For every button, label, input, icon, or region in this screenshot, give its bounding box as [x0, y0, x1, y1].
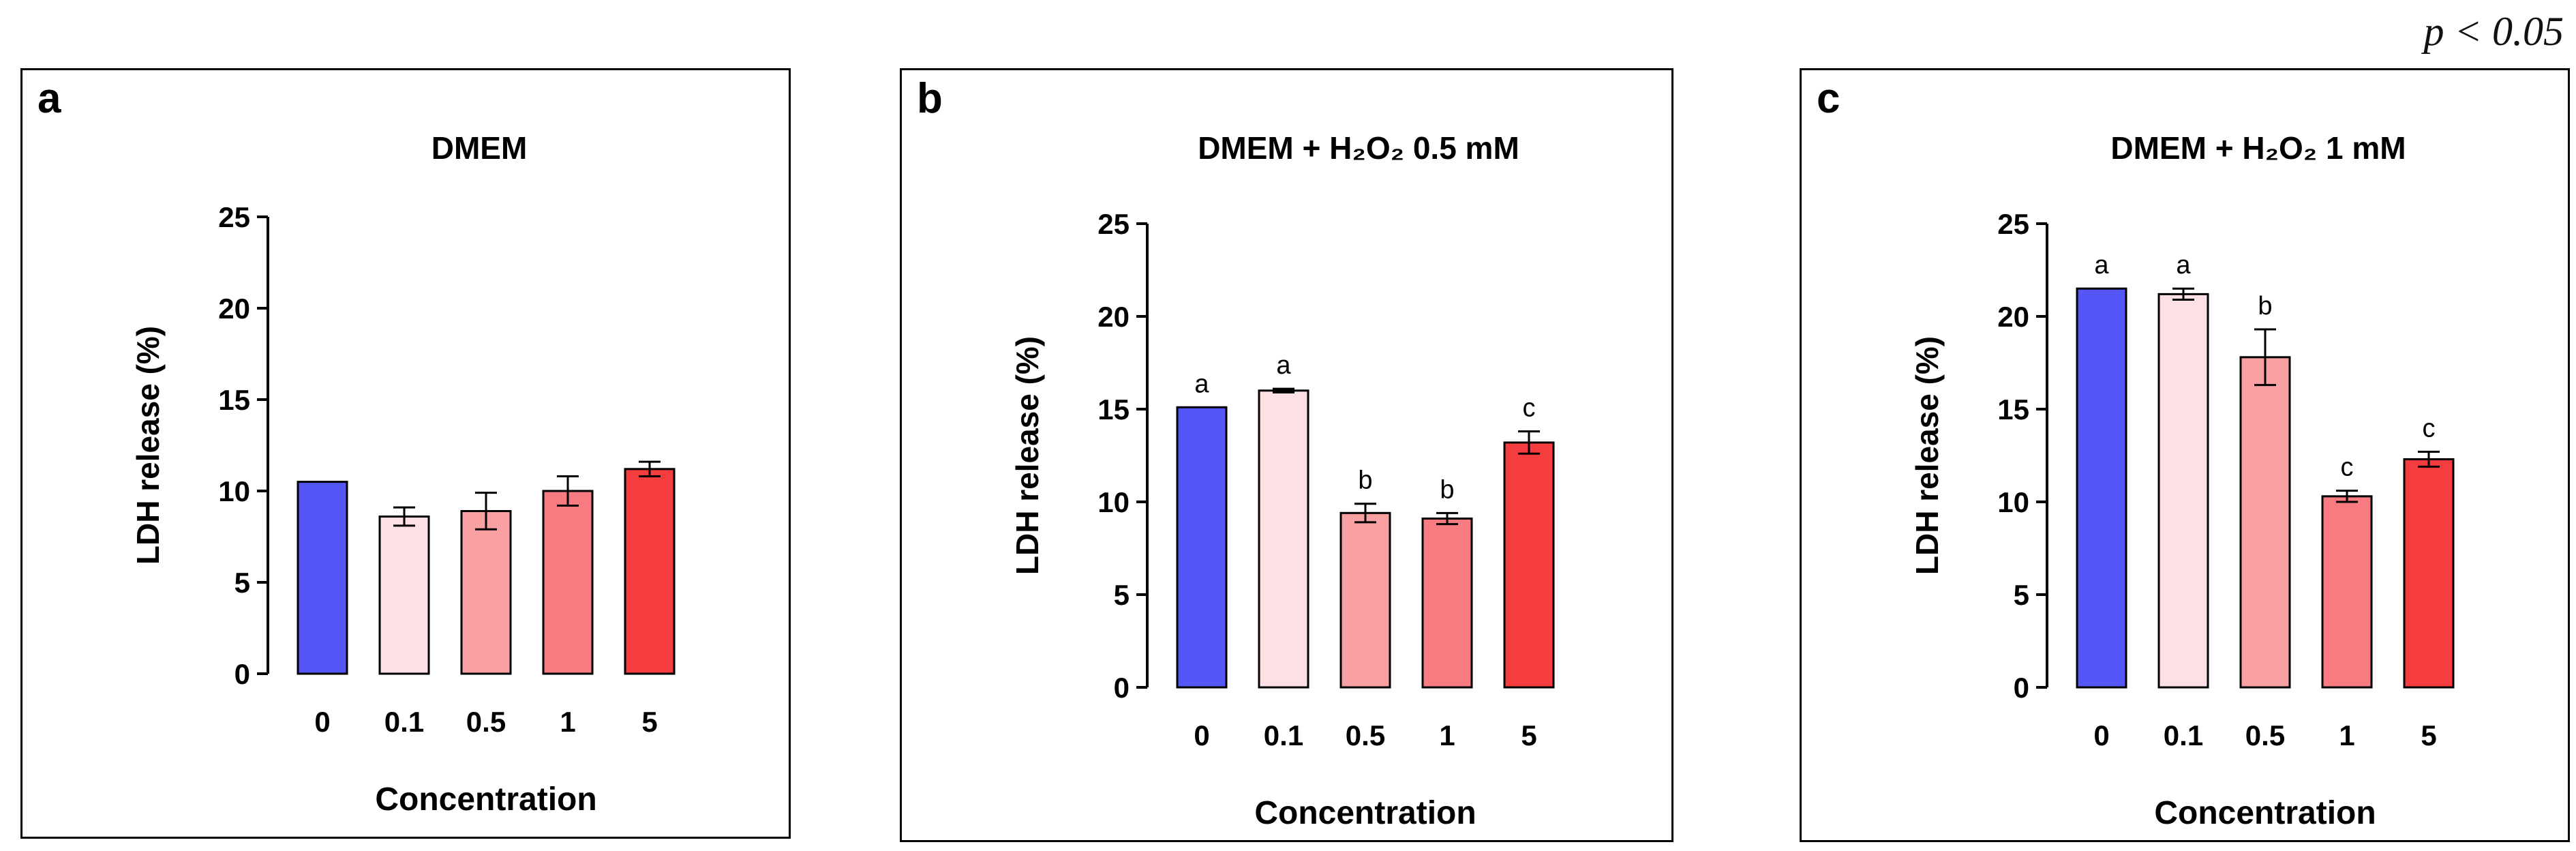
y-tick-label: 25 [218, 201, 250, 233]
bar [2157, 293, 2209, 689]
bar [2403, 458, 2455, 689]
bar [460, 509, 512, 675]
significance-note: p < 0.05 [2423, 9, 2564, 54]
bar [2321, 495, 2373, 689]
bar [297, 481, 348, 675]
significance-letter: b [1440, 475, 1454, 504]
x-tick-label: 1 [560, 706, 575, 738]
x-tick-label: 5 [1521, 719, 1536, 751]
significance-letter: b [1358, 466, 1372, 495]
significance-letter: c [1523, 394, 1536, 423]
y-tick-label: 0 [2014, 672, 2029, 704]
significance-letter: b [2258, 292, 2272, 320]
x-axis-label: Concentration [1254, 795, 1476, 831]
chart-title: DMEM + H₂O₂ 1 mM [2110, 130, 2406, 166]
y-tick-label: 10 [1997, 486, 2029, 518]
x-tick-label: 0.1 [1264, 719, 1303, 751]
chart-panel-c: c DMEM + H₂O₂ 1 mM 0 5 10 15 20 25 LDH release … [1800, 68, 2570, 842]
y-axis-label: LDH release (%) [1010, 336, 1045, 575]
x-tick-label: 0 [1194, 719, 1209, 751]
y-tick-label: 20 [218, 293, 250, 325]
y-tick-label: 15 [1097, 393, 1130, 426]
x-tick-label: 1 [1439, 719, 1455, 751]
significance-letter: a [1276, 351, 1291, 380]
x-tick-label: 0.5 [466, 706, 506, 738]
y-tick-label: 5 [1114, 579, 1130, 611]
x-tick-label: 1 [2339, 719, 2354, 751]
y-tick-label: 0 [1114, 672, 1130, 704]
x-tick-label: 5 [2421, 719, 2436, 751]
y-tick-label: 10 [1097, 486, 1130, 518]
x-tick-label: 0 [314, 706, 330, 738]
y-tick-label: 20 [1097, 301, 1130, 333]
significance-letter: a [2094, 251, 2109, 280]
bar [542, 490, 594, 675]
significance-letter: a [1194, 370, 1209, 398]
y-axis-label: LDH release (%) [130, 326, 166, 565]
significance-letter: c [2423, 415, 2436, 443]
chart-panel-a: a DMEM 0 5 10 15 20 25 LDH release (%) 0 0.1 0.5 1 5… [20, 68, 791, 839]
x-tick-label: 0.5 [2245, 719, 2285, 751]
bar [378, 516, 430, 675]
panel-letter: c [1817, 75, 1840, 122]
x-tick-label: 5 [641, 706, 657, 738]
y-axis-label: LDH release (%) [1909, 336, 1945, 575]
y-tick-label: 20 [1997, 301, 2029, 333]
chart-title: DMEM [431, 130, 528, 166]
x-tick-label: 0.1 [384, 706, 424, 738]
bar [2239, 356, 2291, 689]
x-tick-label: 0.5 [1346, 719, 1385, 751]
bar [1176, 406, 1228, 689]
panel-letter: a [37, 75, 61, 122]
x-axis-label: Concentration [2154, 795, 2376, 831]
panel-letter: b [917, 75, 943, 122]
chart-title: DMEM + H₂O₂ 0.5 mM [1198, 130, 1519, 166]
y-tick-label: 5 [234, 567, 250, 599]
chart-panel-b: b DMEM + H₂O₂ 0.5 mM 0 5 10 15 20 25 LDH releas… [900, 68, 1673, 842]
bar [2076, 287, 2127, 689]
significance-letter: a [2176, 251, 2191, 280]
y-tick-label: 25 [1097, 208, 1130, 240]
y-tick-label: 15 [1997, 393, 2029, 426]
x-tick-label: 0.1 [2164, 719, 2203, 751]
bar [1503, 441, 1555, 689]
y-tick-label: 15 [218, 384, 250, 416]
y-tick-label: 5 [2014, 579, 2029, 611]
y-tick-label: 10 [218, 475, 250, 507]
bar [1421, 517, 1473, 689]
bar [1339, 511, 1391, 689]
bar [624, 468, 676, 675]
bar [1258, 389, 1309, 689]
x-axis-label: Concentration [375, 781, 596, 818]
significance-letter: c [2341, 453, 2354, 482]
x-tick-label: 0 [2093, 719, 2109, 751]
y-tick-label: 0 [234, 658, 250, 690]
y-tick-label: 25 [1997, 208, 2029, 240]
